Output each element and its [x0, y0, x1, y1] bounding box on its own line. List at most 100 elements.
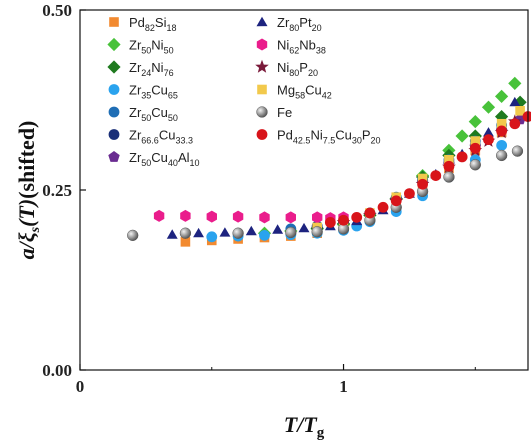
- data-point: [481, 100, 496, 114]
- data-point: [508, 76, 522, 90]
- data-point: [456, 151, 468, 163]
- legend-marker: [108, 84, 120, 95]
- series-8: [153, 209, 349, 225]
- legend-item: Fe: [256, 105, 292, 120]
- data-point: [469, 142, 481, 154]
- data-point: [219, 227, 231, 237]
- data-point: [522, 111, 531, 122]
- legend-label: Ni80P20: [277, 60, 318, 78]
- legend-item: Pd82Si18: [109, 15, 177, 33]
- legend-marker: [256, 106, 268, 118]
- data-point: [179, 227, 192, 239]
- data-point: [285, 226, 297, 239]
- data-point: [509, 96, 521, 107]
- y-axis-label: a/ξs(T)(shifted): [14, 121, 43, 260]
- legend-label: Zr80Pt20: [277, 15, 322, 33]
- data-point: [377, 201, 389, 213]
- legend-label: Zr50Cu40Al10: [129, 150, 200, 168]
- legend-marker: [257, 84, 267, 95]
- data-point: [496, 139, 508, 151]
- data-point: [166, 229, 178, 239]
- legend-marker: [108, 129, 120, 140]
- y-tick-label: 0.00: [42, 361, 72, 380]
- legend-item: Pd42.5Ni7.5Cu30P20: [256, 128, 381, 146]
- legend-label: Zr35Cu65: [129, 83, 178, 101]
- legend-item: Zr50Cu40Al10: [108, 150, 200, 168]
- data-point: [272, 224, 284, 234]
- data-point: [417, 173, 428, 184]
- data-point: [443, 171, 455, 183]
- data-point: [495, 110, 509, 124]
- data-point: [338, 214, 349, 226]
- data-point: [390, 195, 402, 207]
- legend-marker: [256, 129, 268, 140]
- data-point: [364, 207, 376, 219]
- data-point: [430, 170, 442, 182]
- series-11: [127, 145, 524, 242]
- legend-item: Zr66.6Cu33.3: [108, 128, 193, 146]
- data-point: [153, 209, 165, 222]
- legend-label: Zr50Cu50: [129, 105, 178, 123]
- data-point: [232, 210, 244, 223]
- legend-item: Zr35Cu65: [108, 83, 178, 101]
- legend-label: Mg58Cu42: [277, 83, 332, 101]
- legend-item: Mg58Cu42: [257, 83, 332, 101]
- data-point: [483, 134, 494, 146]
- legend-marker: [108, 151, 120, 162]
- data-point: [180, 237, 191, 247]
- legend-label: Ni62Nb38: [277, 38, 326, 56]
- legend-marker: [107, 37, 121, 52]
- legend-item: Zr50Ni50: [107, 37, 174, 56]
- data-point: [206, 231, 218, 243]
- data-point: [351, 211, 363, 223]
- data-point: [496, 125, 508, 137]
- y-tick-label: 0.50: [42, 1, 72, 20]
- y-tick-label: 0.25: [42, 181, 72, 200]
- data-point: [495, 149, 508, 162]
- data-point: [443, 160, 455, 172]
- data-point: [495, 89, 509, 103]
- x-axis-label: T/Tg: [284, 412, 325, 441]
- legend-marker: [109, 17, 119, 27]
- legend-label: Zr66.6Cu33.3: [129, 128, 193, 146]
- data-point: [127, 229, 139, 242]
- legend: Pd82Si18 Zr50Ni50 Zr24Ni76 Zr35Cu65 Zr50Cu50…: [107, 15, 381, 168]
- data-point: [180, 209, 191, 222]
- data-point: [311, 226, 323, 238]
- legend-item: Zr24Ni76: [107, 60, 174, 78]
- data-point: [206, 210, 217, 223]
- data-point: [285, 211, 296, 224]
- legend-marker: [107, 60, 121, 74]
- data-point: [455, 129, 469, 143]
- data-marks: [127, 76, 531, 247]
- legend-item: Ni80P20: [255, 59, 318, 78]
- x-tick-label: 0: [76, 377, 85, 396]
- data-point: [444, 154, 454, 165]
- legend-label: Fe: [277, 105, 292, 120]
- data-point: [259, 211, 270, 224]
- legend-item: Zr50Cu50: [108, 105, 178, 123]
- data-point: [496, 118, 507, 129]
- legend-item: Zr80Pt20: [256, 15, 322, 33]
- data-point: [259, 229, 270, 241]
- series-12: [324, 111, 531, 228]
- data-point: [468, 115, 482, 129]
- data-point: [515, 106, 525, 116]
- data-point: [298, 222, 310, 233]
- data-point: [509, 118, 521, 130]
- data-point: [417, 178, 428, 190]
- x-tick-label: 1: [339, 377, 348, 396]
- legend-marker: [256, 38, 268, 51]
- data-point: [469, 159, 481, 171]
- legend-label: Pd42.5Ni7.5Cu30P20: [277, 128, 381, 146]
- legend-marker: [108, 106, 120, 118]
- legend-label: Pd82Si18: [129, 15, 177, 33]
- data-point: [245, 225, 257, 236]
- data-point: [470, 136, 481, 146]
- legend-item: Ni62Nb38: [256, 38, 326, 56]
- data-point: [483, 127, 494, 137]
- legend-label: Zr24Ni76: [129, 60, 174, 78]
- data-point: [312, 211, 323, 224]
- series-1: [257, 76, 522, 240]
- data-point: [324, 217, 336, 228]
